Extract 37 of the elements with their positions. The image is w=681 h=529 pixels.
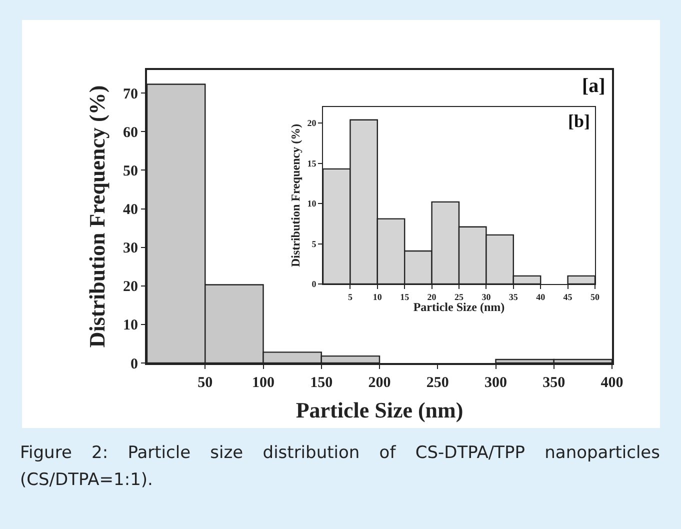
x-tick-label: 5 bbox=[348, 292, 353, 302]
y-tick-label: 15 bbox=[307, 158, 317, 168]
y-axis-title: Distribution Frequency (%) bbox=[84, 85, 110, 348]
y-tick-label: 5 bbox=[312, 238, 317, 249]
y-tick-label: 40 bbox=[123, 202, 138, 218]
y-axis-title: Distribution Frequency (%) bbox=[288, 124, 302, 268]
y-tick-label: 10 bbox=[307, 198, 317, 209]
y-tick-label: 20 bbox=[307, 118, 317, 128]
x-tick-label: 350 bbox=[542, 375, 566, 391]
y-tick-label: 30 bbox=[123, 240, 138, 257]
x-tick-label: 150 bbox=[310, 375, 333, 391]
x-axis-title: Particle Size (nm) bbox=[413, 300, 505, 314]
x-tick-label: 250 bbox=[426, 375, 449, 391]
y-tick-label: 70 bbox=[123, 86, 138, 102]
x-tick-label: 10 bbox=[372, 292, 382, 302]
x-tick-label: 35 bbox=[508, 292, 518, 302]
y-tick-label: 10 bbox=[123, 318, 138, 334]
x-tick-label: 25 bbox=[454, 292, 464, 302]
x-tick-label: 15 bbox=[400, 292, 410, 302]
caption: Figure 2: Particle size distribution of CS-DTPA/TPP nanoparticles (CS/DTPA=1:1). bbox=[20, 442, 660, 492]
x-axis-title: Particle Size (nm) bbox=[296, 397, 464, 422]
annotation: [a] bbox=[582, 75, 606, 97]
x-tick-label: 30 bbox=[482, 292, 492, 302]
x-tick-label: 50 bbox=[590, 292, 600, 302]
x-tick-label: 100 bbox=[252, 375, 274, 391]
y-tick-label: 0 bbox=[312, 279, 317, 290]
x-tick-label: 45 bbox=[563, 292, 573, 302]
annotation: [b] bbox=[568, 111, 590, 131]
y-tick-label: 60 bbox=[123, 124, 138, 141]
y-tick-label: 50 bbox=[123, 163, 138, 180]
x-tick-label: 400 bbox=[600, 375, 624, 391]
x-tick-label: 50 bbox=[198, 375, 213, 391]
x-tick-label: 200 bbox=[368, 375, 391, 391]
x-tick-label: 40 bbox=[536, 292, 546, 302]
x-tick-label: 20 bbox=[427, 292, 437, 302]
y-tick-label: 0 bbox=[130, 356, 138, 372]
x-tick-label: 300 bbox=[484, 375, 507, 391]
